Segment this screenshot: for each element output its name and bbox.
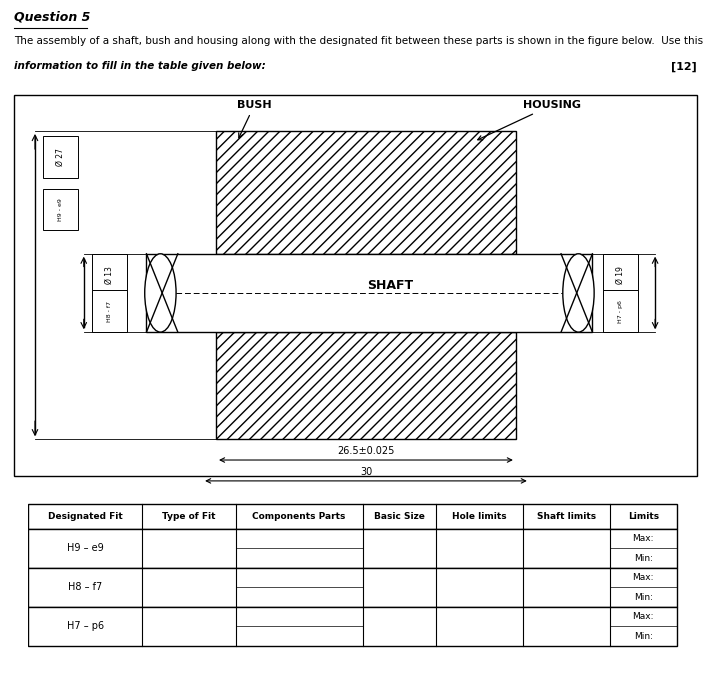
- Text: [12]: [12]: [671, 61, 697, 71]
- Bar: [216, 332, 515, 439]
- Text: Min:: Min:: [634, 632, 653, 641]
- Text: Max:: Max:: [633, 612, 654, 621]
- Text: Hole limits: Hole limits: [452, 512, 507, 521]
- Text: Min:: Min:: [634, 554, 653, 563]
- Bar: [43, 188, 78, 230]
- Text: H9 - e9: H9 - e9: [58, 198, 63, 221]
- Bar: [146, 254, 592, 332]
- Text: Ø 19: Ø 19: [616, 266, 625, 284]
- Bar: [92, 254, 127, 295]
- Bar: [28, 504, 677, 529]
- Text: information to fill in the table given below:: information to fill in the table given b…: [14, 61, 266, 71]
- Text: Limits: Limits: [628, 512, 659, 521]
- Ellipse shape: [145, 254, 176, 332]
- Bar: [603, 291, 638, 332]
- Text: 26.5±0.025: 26.5±0.025: [337, 446, 395, 456]
- Text: Designated Fit: Designated Fit: [48, 512, 122, 521]
- Bar: [43, 136, 78, 178]
- Text: Min:: Min:: [634, 593, 653, 602]
- Text: SHAFT: SHAFT: [368, 279, 413, 291]
- Text: H8 - f7: H8 - f7: [107, 301, 112, 322]
- Text: HOUSING: HOUSING: [478, 100, 581, 140]
- Text: Ø 27: Ø 27: [56, 148, 65, 166]
- Text: Basic Size: Basic Size: [374, 512, 424, 521]
- Bar: [92, 291, 127, 332]
- Text: 30: 30: [360, 466, 372, 477]
- Text: H7 – p6: H7 – p6: [67, 622, 104, 631]
- Ellipse shape: [563, 254, 594, 332]
- Text: Max:: Max:: [633, 534, 654, 543]
- Text: Question 5: Question 5: [14, 10, 90, 23]
- Text: H7 - p6: H7 - p6: [618, 300, 623, 323]
- Bar: [28, 607, 677, 646]
- Text: H8 – f7: H8 – f7: [68, 583, 102, 592]
- Text: Components Parts: Components Parts: [252, 512, 346, 521]
- Text: Shaft limits: Shaft limits: [537, 512, 596, 521]
- Bar: [28, 529, 677, 568]
- Text: Ø 13: Ø 13: [105, 266, 114, 284]
- Bar: [28, 568, 677, 607]
- Bar: [603, 254, 638, 295]
- Text: Max:: Max:: [633, 573, 654, 582]
- Text: Type of Fit: Type of Fit: [162, 512, 215, 521]
- Text: The assembly of a shaft, bush and housing along with the designated fit between : The assembly of a shaft, bush and housin…: [14, 36, 703, 45]
- Bar: [216, 131, 515, 254]
- Text: H9 – e9: H9 – e9: [67, 543, 104, 553]
- Text: BUSH: BUSH: [237, 100, 272, 138]
